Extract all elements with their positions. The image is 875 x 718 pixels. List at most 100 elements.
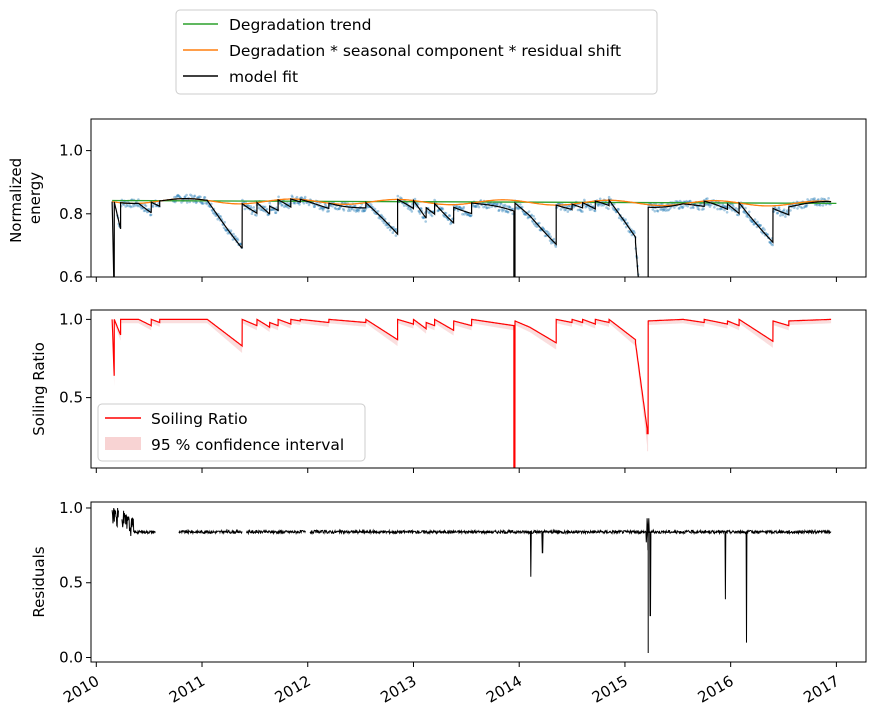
energy-data-point — [145, 210, 149, 214]
energy-y-label: Normalized energy — [7, 153, 44, 243]
energy-data-point — [718, 207, 722, 211]
energy-data-point — [679, 205, 683, 208]
y-tick-label: 0.5 — [59, 574, 83, 592]
energy-data-point — [184, 195, 187, 198]
energy-data-point — [753, 222, 756, 226]
energy-data-point — [799, 205, 802, 209]
energy-data-point — [362, 209, 365, 213]
energy-data-point — [455, 204, 459, 208]
y-tick-label: 0.5 — [59, 389, 83, 407]
energy-data-point — [465, 213, 469, 217]
energy-data-point — [597, 203, 601, 206]
energy-data-point — [498, 208, 501, 212]
energy-data-point — [598, 197, 602, 201]
energy-data-point — [607, 207, 610, 211]
energy-data-point — [735, 213, 739, 217]
energy-data-point — [250, 212, 254, 215]
energy-data-point — [593, 209, 596, 212]
energy-data-point — [459, 206, 462, 210]
energy-data-point — [522, 212, 526, 215]
energy-data-point — [704, 203, 707, 207]
energy-data-point — [196, 196, 199, 199]
energy-data-point — [213, 212, 216, 216]
energy-data-point — [626, 221, 629, 225]
energy-data-point — [318, 207, 322, 211]
energy-data-point — [585, 205, 589, 208]
energy-data-point — [409, 207, 413, 211]
energy-data-point — [620, 219, 624, 222]
x-tick-label: 2010 — [60, 672, 102, 707]
energy-data-point — [410, 210, 414, 213]
energy-data-point — [342, 207, 345, 211]
energy-data-point — [216, 217, 219, 221]
energy-data-point — [449, 222, 452, 226]
energy-data-point — [269, 208, 273, 212]
energy-data-point — [524, 213, 527, 216]
energy-data-point — [149, 213, 153, 217]
energy-data-point — [363, 209, 367, 212]
energy-data-point — [128, 204, 132, 208]
energy-data-point — [136, 204, 139, 208]
energy-data-point — [126, 200, 129, 204]
energy-data-point — [231, 238, 235, 241]
energy-data-point — [461, 212, 464, 216]
energy-data-point — [300, 196, 303, 199]
energy-data-point — [689, 199, 692, 203]
energy-data-point — [633, 231, 636, 234]
energy-data-point — [520, 205, 524, 209]
energy-data-point — [421, 215, 424, 219]
energy-data-point — [804, 204, 807, 207]
energy-data-point — [822, 197, 825, 201]
energy-data-point — [523, 213, 526, 216]
energy-data-point — [817, 198, 820, 201]
x-tick-label: 2015 — [589, 672, 631, 707]
energy-data-point — [796, 207, 799, 210]
model-fit-line — [111, 198, 832, 277]
energy-data-point — [329, 204, 332, 207]
energy-data-point — [199, 195, 202, 199]
energy-data-point — [352, 209, 356, 212]
energy-data-point — [607, 195, 611, 199]
energy-data-point — [596, 203, 599, 206]
energy-data-point — [579, 208, 582, 212]
energy-data-point — [476, 203, 480, 207]
energy-data-point — [564, 208, 568, 211]
energy-data-point — [424, 220, 428, 223]
energy-data-point — [185, 201, 189, 204]
energy-data-point — [214, 214, 218, 217]
energy-data-point — [612, 202, 616, 206]
energy-data-point — [708, 205, 712, 208]
energy-data-point — [820, 197, 823, 200]
energy-data-point — [302, 202, 306, 205]
energy-data-point — [354, 204, 357, 208]
energy-data-point — [384, 223, 388, 227]
energy-data-point — [257, 206, 261, 210]
energy-x-ticks — [95, 277, 837, 282]
energy-data-point — [211, 211, 215, 215]
energy-data-point — [492, 202, 495, 206]
energy-data-point — [782, 209, 785, 213]
energy-data-point — [713, 206, 716, 209]
energy-data-point — [579, 210, 583, 213]
energy-data-point — [678, 199, 682, 203]
energy-data-point — [666, 209, 669, 212]
energy-data-point — [473, 205, 477, 209]
y-tick-label: 1.0 — [59, 310, 83, 328]
energy-data-point — [437, 209, 440, 212]
energy-data-point — [274, 211, 278, 215]
energy-data-point — [285, 205, 289, 208]
soiling-y-ticks: 0.5 1.0 — [59, 310, 91, 407]
energy-data-point — [266, 213, 270, 217]
energy-data-point — [347, 207, 351, 210]
energy-data-point — [420, 207, 423, 210]
energy-data-point — [355, 208, 358, 211]
energy-data-point — [396, 194, 400, 198]
energy-data-point — [355, 209, 359, 212]
energy-data-point — [538, 228, 542, 232]
energy-data-point — [361, 209, 364, 213]
energy-data-point — [786, 209, 789, 212]
energy-data-point — [430, 214, 434, 218]
energy-data-point — [771, 243, 774, 247]
energy-data-point — [377, 216, 381, 220]
energy-data-point — [612, 208, 615, 211]
